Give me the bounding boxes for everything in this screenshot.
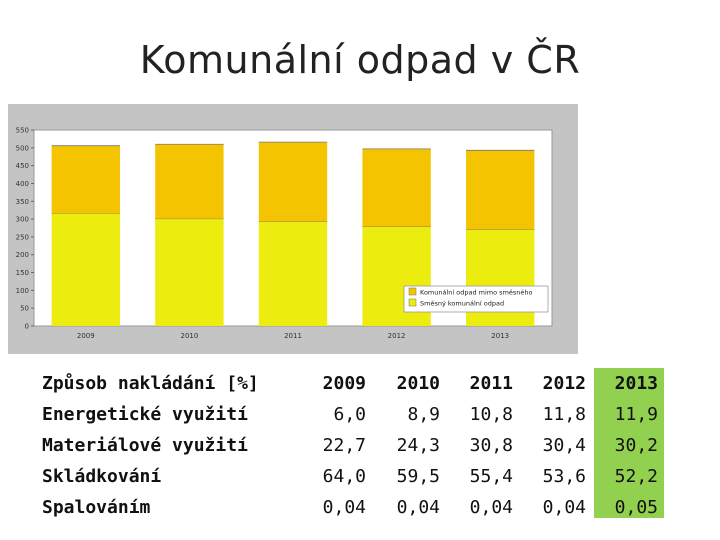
table-cell: 52,2 <box>614 466 658 487</box>
table-cell: 24,3 <box>396 435 440 456</box>
y-tick-label: 500 <box>16 144 29 152</box>
table-cell: 64,0 <box>322 466 366 487</box>
table-row: Materiálové využití 22,7 24,3 30,8 30,4 … <box>32 430 672 461</box>
table-cell: 55,4 <box>469 466 513 487</box>
slide-title: Komunální odpad v ČR <box>139 38 581 82</box>
table-cell: 0,04 <box>396 497 440 518</box>
table-cell: 0,04 <box>542 497 586 518</box>
bar-segment <box>258 142 328 222</box>
x-tick-label: 2011 <box>284 332 302 340</box>
row-label: Materiálové využití <box>42 435 248 456</box>
legend-swatch <box>408 298 417 307</box>
header-year-2009: 2009 <box>322 373 366 394</box>
y-tick-label: 100 <box>16 287 29 295</box>
legend-swatch <box>408 287 417 296</box>
y-tick-label: 50 <box>20 305 29 313</box>
table-cell: 59,5 <box>396 466 440 487</box>
x-tick-label: 2012 <box>388 332 406 340</box>
bar-segment <box>51 145 120 214</box>
y-tick-label: 250 <box>16 233 29 241</box>
table-cell: 0,05 <box>614 497 658 518</box>
table-row: Spalováním 0,04 0,04 0,04 0,04 0,05 <box>32 492 672 523</box>
table-cell: 11,9 <box>614 404 658 425</box>
table-cell: 0,04 <box>469 497 513 518</box>
y-tick-label: 0 <box>25 323 29 331</box>
header-year-2013: 2013 <box>614 373 658 394</box>
bar-segment <box>466 150 535 230</box>
legend-label: Komunální odpad mimo směsného <box>420 289 533 297</box>
legend-label: Směsný komunální odpad <box>420 300 504 308</box>
waste-table: Způsob nakládání [%] 2009 2010 2011 2012… <box>32 368 672 523</box>
row-label: Skládkování <box>42 466 162 487</box>
bar-segment <box>362 148 431 227</box>
table-header-row: Způsob nakládání [%] 2009 2010 2011 2012… <box>32 368 672 399</box>
y-tick-label: 350 <box>16 198 29 206</box>
table-cell: 30,8 <box>469 435 513 456</box>
y-tick-label: 300 <box>16 216 29 224</box>
table-cell: 0,04 <box>322 497 366 518</box>
header-year-2011: 2011 <box>469 373 513 394</box>
table-cell: 6,0 <box>333 404 366 425</box>
y-tick-label: 200 <box>16 251 29 259</box>
y-tick-label: 150 <box>16 269 29 277</box>
table-cell: 22,7 <box>322 435 366 456</box>
x-tick-label: 2013 <box>491 332 509 340</box>
x-tick-label: 2010 <box>180 332 198 340</box>
table-cell: 30,4 <box>542 435 586 456</box>
bar-segment <box>155 218 224 326</box>
row-label: Energetické využití <box>42 404 248 425</box>
table-cell: 53,6 <box>542 466 586 487</box>
highlight-column-2013 <box>594 368 664 518</box>
table-cell: 8,9 <box>407 404 440 425</box>
y-tick-label: 400 <box>16 180 29 188</box>
row-label: Spalováním <box>42 497 151 518</box>
y-tick-label: 450 <box>16 162 29 170</box>
table-cell: 10,8 <box>469 404 513 425</box>
header-year-2012: 2012 <box>542 373 586 394</box>
header-year-2010: 2010 <box>396 373 440 394</box>
table-row: Energetické využití 6,0 8,9 10,8 11,8 11… <box>32 399 672 430</box>
legend-box <box>403 285 549 313</box>
table-row: Skládkování 64,0 59,5 55,4 53,6 52,2 <box>32 461 672 492</box>
table-cell: 11,8 <box>542 404 586 425</box>
y-tick-label: 550 <box>16 127 29 135</box>
bar-segment <box>258 221 328 326</box>
x-tick-label: 2009 <box>77 332 95 340</box>
bar-segment <box>155 144 224 219</box>
stacked-bar-chart: 0 50 100 150 200 250 300 350 400 450 500 550 2009 201… <box>8 104 578 354</box>
bar-segment <box>51 213 120 326</box>
header-label: Způsob nakládání [%] <box>42 373 259 394</box>
table-cell: 30,2 <box>614 435 658 456</box>
